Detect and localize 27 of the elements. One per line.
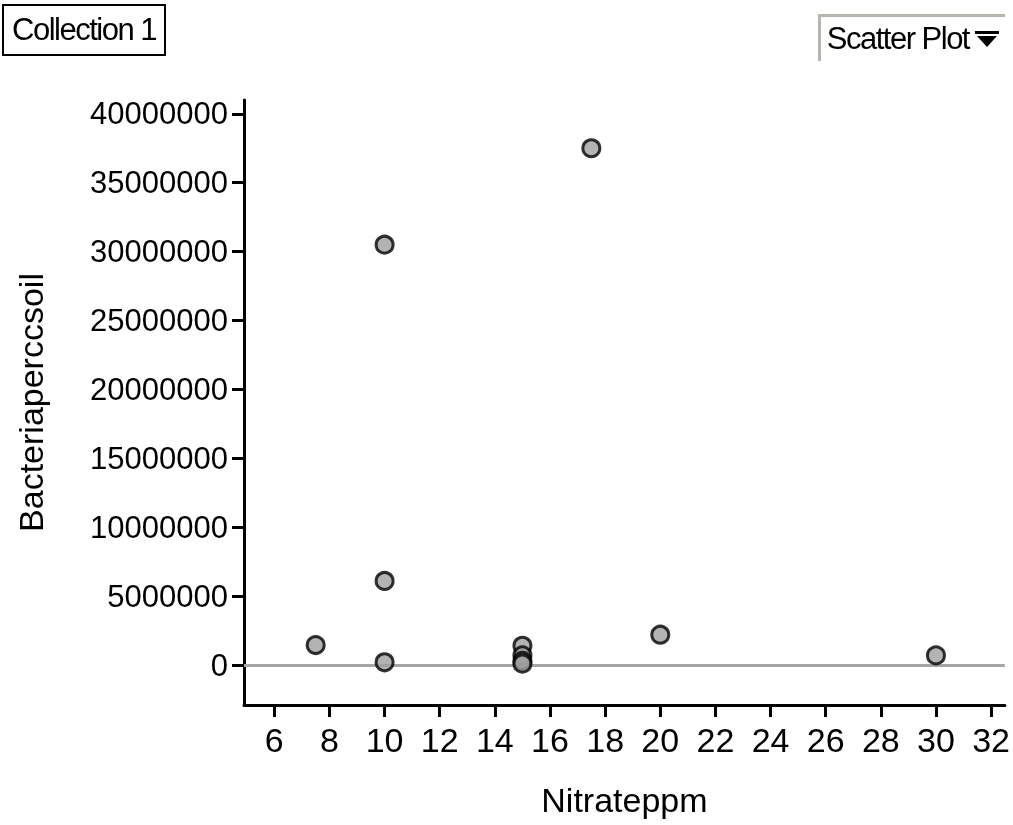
y-tick-label: 25000000: [90, 303, 228, 338]
y-axis-title: Bacteriaperccsoil: [12, 273, 50, 532]
y-tick-label: 40000000: [90, 96, 228, 132]
x-tick-label: 30: [917, 721, 955, 759]
x-tick-label: 28: [861, 721, 900, 759]
text: Scatter Plot: [826, 21, 969, 57]
x-tick-label: 6: [264, 721, 284, 759]
x-axis-title: Nitrateppm: [541, 781, 708, 819]
x-tick-label: 12: [420, 721, 459, 759]
y-tick-label: 5000000: [107, 578, 228, 614]
x-tick-label: 16: [531, 721, 569, 759]
y-tick-label: 35000000: [90, 165, 228, 201]
y-tick-label: 10000000: [90, 509, 228, 545]
y-tick-label: 0: [210, 647, 228, 683]
y-tick-label: 30000000: [90, 234, 228, 270]
y-tick-label: 15000000: [90, 440, 228, 476]
x-tick-label: 26: [806, 721, 845, 759]
y-tick-label: 20000000: [90, 371, 228, 407]
x-tick-label: 10: [365, 721, 404, 759]
x-tick-label: 18: [586, 721, 625, 759]
x-tick-label: 20: [641, 721, 680, 759]
x-tick-label: 22: [696, 721, 735, 759]
x-tick-label: 32: [972, 721, 1010, 759]
x-tick-label: 8: [320, 721, 339, 759]
text: Collection 1: [12, 12, 156, 47]
x-tick-label: 24: [751, 721, 790, 759]
x-tick-label: 14: [475, 721, 514, 759]
